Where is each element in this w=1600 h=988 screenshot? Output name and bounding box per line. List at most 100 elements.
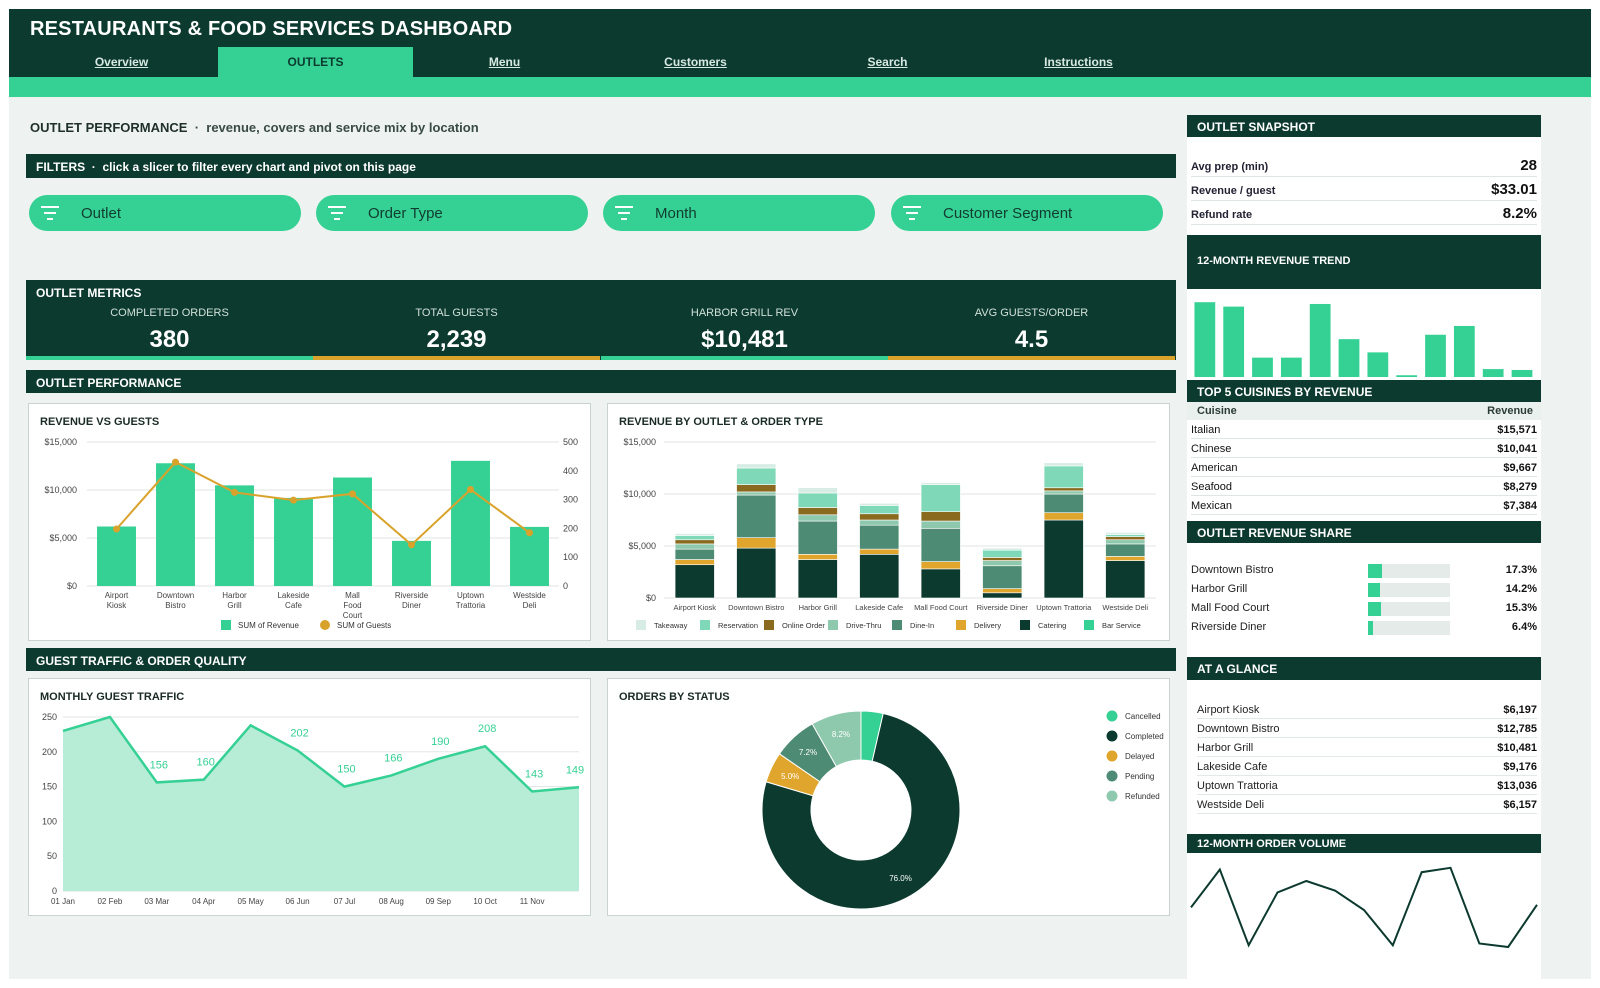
trend-bar <box>1482 369 1504 377</box>
cuisine-row: Chinese $10,041 <box>1191 439 1537 458</box>
slicer-customer-segment[interactable]: Customer Segment <box>891 195 1163 231</box>
glance-title: AT A GLANCE <box>1197 662 1278 676</box>
order-volume-bar: 12-MONTH ORDER VOLUME <box>1187 834 1541 853</box>
legend-swatch <box>221 620 231 630</box>
tab-instructions[interactable]: Instructions <box>1044 55 1113 69</box>
guests-point <box>290 496 297 504</box>
tab-customers[interactable]: Customers <box>664 55 727 69</box>
snapshot-value: 28 <box>1520 157 1537 174</box>
cuisine-revenue: $9,667 <box>1503 462 1537 474</box>
stack-segment <box>1043 519 1084 599</box>
tab-menu[interactable]: Menu <box>488 55 521 69</box>
stack-segment <box>920 484 961 512</box>
guests-point <box>467 486 474 494</box>
share-value: 15.3% <box>1505 602 1537 614</box>
stack-segment <box>982 588 1023 594</box>
glance-outlet: Airport Kiosk <box>1197 704 1260 716</box>
share-row: Downtown Bistro 17.3% <box>1191 561 1537 580</box>
section-title: OUTLET PERFORMANCE <box>36 376 182 390</box>
tab-search[interactable]: Search <box>867 55 908 69</box>
cuisine-col-header: Cuisine <box>1197 405 1237 417</box>
stack-segment <box>736 494 777 538</box>
filter-icon <box>328 206 346 220</box>
slicer-order-type[interactable]: Order Type <box>316 195 588 231</box>
stack-segment <box>982 560 1023 567</box>
guests-point <box>172 458 179 466</box>
legend-label: Cancelled <box>1125 712 1161 721</box>
stack-segment <box>982 547 1023 551</box>
x-tick-label: Riverside Diner <box>977 603 1029 612</box>
share-row: Harbor Grill 14.2% <box>1191 580 1537 599</box>
share-value: 17.3% <box>1505 564 1537 576</box>
snapshot-bar: OUTLET SNAPSHOT <box>1187 115 1541 137</box>
trend-bar <box>1396 375 1418 377</box>
legend-swatch <box>892 620 902 630</box>
share-track <box>1368 583 1450 597</box>
y-tick-label: $0 <box>646 593 656 603</box>
legend-label: Delivery <box>974 621 1001 630</box>
stack-segment <box>674 559 715 566</box>
share-track <box>1368 621 1450 635</box>
trend-bar <box>1252 357 1273 377</box>
filters-label: FILTERS · click a slicer to filter every… <box>36 160 416 174</box>
share-outlet: Riverside Diner <box>1191 621 1267 633</box>
trend-bar <box>1367 352 1389 377</box>
x-tick-label: Lakeside Cafe <box>277 591 310 610</box>
tab-outlets[interactable]: OUTLETS <box>218 47 413 77</box>
cuisine-revenue: $10,041 <box>1497 443 1537 455</box>
chart-title: ORDERS BY STATUS <box>619 691 730 703</box>
guests-line <box>115 460 531 547</box>
trend-bar <box>1338 339 1360 377</box>
page-heading: OUTLET PERFORMANCE · revenue, covers and… <box>30 120 479 135</box>
snapshot-row: Revenue / guest $33.01 <box>1191 179 1537 201</box>
slicer-month[interactable]: Month <box>603 195 875 231</box>
legend-swatch <box>764 620 774 630</box>
x-tick-label: Westside Deli <box>1102 603 1148 612</box>
stack-segment <box>797 507 838 516</box>
tab-overview[interactable]: Overview <box>94 55 149 69</box>
order-volume-chart <box>1190 866 1538 949</box>
x-tick-label: 09 Sep <box>426 897 452 906</box>
revenue-trend-chart <box>1194 302 1533 377</box>
stack-segment <box>736 547 777 599</box>
stack-segment <box>797 559 838 599</box>
glance-outlet: Harbor Grill <box>1197 742 1254 754</box>
legend-swatch <box>828 620 838 630</box>
donut-data-label: 76.0% <box>889 874 912 883</box>
dashboard-app: RESTAURANTS & FOOD SERVICES DASHBOARD Ov… <box>9 9 1591 979</box>
guests-point <box>349 490 356 498</box>
traffic-data-label: 160 <box>197 757 215 769</box>
glance-value: $6,197 <box>1503 704 1537 716</box>
traffic-data-label: 166 <box>384 752 402 764</box>
glance-outlet: Uptown Trattoria <box>1197 780 1278 792</box>
share-outlet: Mall Food Court <box>1191 602 1270 614</box>
outlet-metrics-panel: OUTLET METRICS COMPLETED ORDERS 380 TOTA… <box>26 280 1176 360</box>
legend-label: Takeaway <box>654 621 688 630</box>
y2-tick-label: 500 <box>563 437 578 447</box>
slicer-outlet[interactable]: Outlet <box>29 195 301 231</box>
revenue-trend-title: 12-MONTH REVENUE TREND <box>1197 255 1351 267</box>
y-tick-label: 100 <box>42 816 57 826</box>
glance-bar: AT A GLANCE <box>1187 657 1541 680</box>
stack-segment <box>920 511 961 522</box>
monthly-guest-traffic-chart: 0 50 100 150 200 250 156 160 202 150 166 190 208 143 1… <box>42 712 584 906</box>
section-performance-bar: OUTLET PERFORMANCE <box>26 370 1176 393</box>
legend-label: SUM of Guests <box>337 621 391 630</box>
metric-completed-orders: COMPLETED ORDERS 380 <box>26 280 313 360</box>
share-fill <box>1368 583 1380 597</box>
legend-label: Bar Service <box>1102 621 1141 630</box>
stack-segment <box>797 554 838 560</box>
stack-segment <box>920 561 961 570</box>
y-tick-label: $10,000 <box>44 485 77 495</box>
stack-segment <box>920 528 961 562</box>
volume-line <box>1190 866 1538 949</box>
guests-point <box>526 529 533 537</box>
legend-swatch <box>1106 770 1118 782</box>
share-fill <box>1368 564 1383 578</box>
metric-underline <box>26 356 313 360</box>
right-panel: OUTLET SNAPSHOT Avg prep (min) 28 Revenu… <box>1187 115 1541 979</box>
snapshot-value: 8.2% <box>1502 205 1537 222</box>
x-tick-label: Mall Food Court <box>343 591 363 620</box>
trend-bar <box>1309 303 1331 377</box>
y2-tick-label: 100 <box>563 552 578 562</box>
